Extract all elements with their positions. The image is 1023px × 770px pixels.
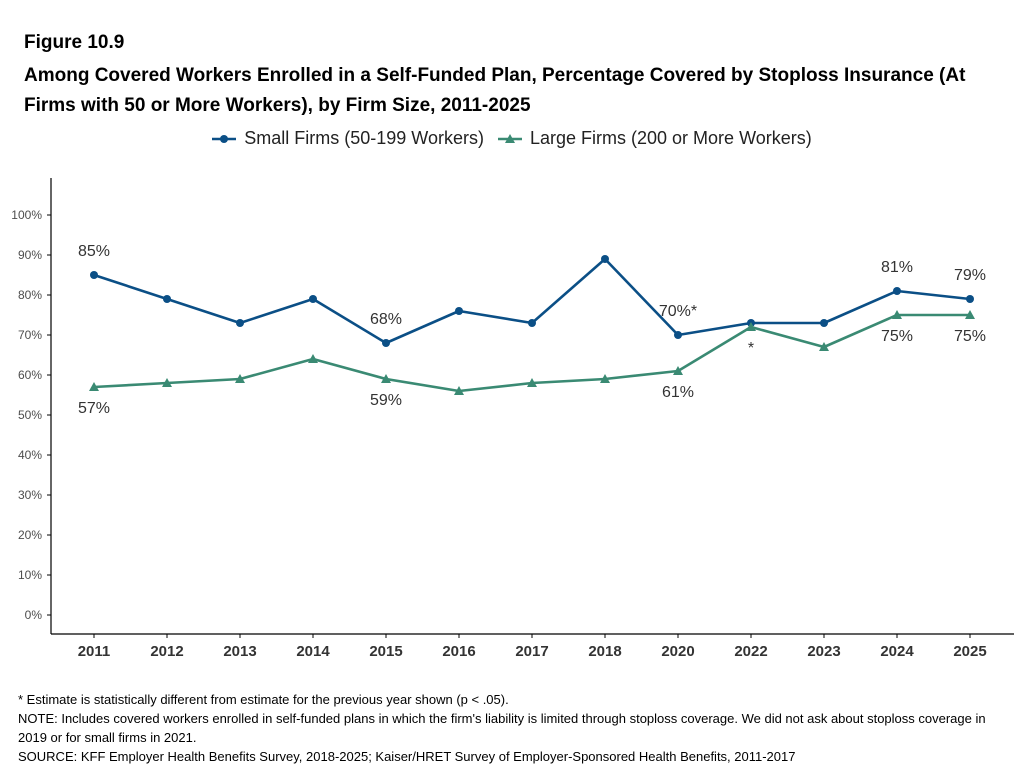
x-tick-label: 2015 — [369, 643, 402, 660]
x-tick-label: 2013 — [223, 643, 256, 660]
data-point — [90, 271, 98, 279]
data-label: 68% — [370, 311, 402, 328]
data-point — [893, 287, 901, 295]
data-point — [163, 295, 171, 303]
chart-title: Among Covered Workers Enrolled in a Self… — [24, 65, 966, 116]
legend-label-large-firms: Large Firms (200 or More Workers) — [530, 128, 812, 148]
data-label: 70%* — [659, 303, 697, 320]
data-point — [309, 295, 317, 303]
y-tick-label: 50% — [18, 408, 42, 422]
data-label: 81% — [881, 259, 913, 276]
data-label: 61% — [662, 384, 694, 401]
series-line-small-firms — [93, 257, 971, 345]
data-point — [600, 374, 610, 383]
chart-legend: Small Firms (50-199 Workers) Large Firms… — [0, 128, 1023, 151]
data-point — [819, 342, 829, 351]
data-point — [89, 382, 99, 391]
data-point — [674, 331, 682, 339]
x-tick-label: 2012 — [150, 643, 183, 660]
y-tick-label: 100% — [11, 208, 42, 222]
y-tick-label: 90% — [18, 248, 42, 262]
y-tick-label: 60% — [18, 368, 42, 382]
data-point — [235, 374, 245, 383]
data-point — [746, 322, 756, 331]
data-point — [381, 374, 391, 383]
y-tick-label: 20% — [18, 528, 42, 542]
data-point — [308, 354, 318, 363]
data-point — [820, 319, 828, 327]
figure-label: Figure 10.9 — [24, 32, 125, 53]
line-chart: 0% 10% 20% 30% 40% 50% 60% 70% 80% 90% 100% 2011 201… — [11, 178, 1014, 660]
data-point — [527, 378, 537, 387]
y-tick-label: 0% — [25, 608, 43, 622]
x-tick-label: 2011 — [78, 643, 111, 660]
y-tick-label: 30% — [18, 488, 42, 502]
x-tick-label: 2025 — [953, 643, 986, 660]
x-tick-label: 2017 — [515, 643, 548, 660]
legend-item-large-firms: Large Firms (200 or More Workers) — [497, 128, 812, 149]
legend-line-triangle-icon — [498, 133, 522, 143]
methodology-note: NOTE: Includes covered workers enrolled … — [18, 711, 986, 745]
data-point — [455, 307, 463, 315]
data-point — [382, 339, 390, 347]
data-label: * — [748, 340, 754, 357]
data-label: 85% — [78, 243, 110, 260]
y-tick-label: 80% — [18, 288, 42, 302]
data-point — [528, 319, 536, 327]
data-point — [236, 319, 244, 327]
x-tick-label: 2020 — [661, 643, 694, 660]
data-label: 79% — [954, 267, 986, 284]
legend-line-circle-icon — [212, 134, 237, 143]
data-point — [673, 366, 683, 375]
legend-label-small-firms: Small Firms (50-199 Workers) — [244, 128, 484, 148]
x-tick-label: 2016 — [442, 643, 475, 660]
data-point — [965, 310, 975, 319]
data-point — [454, 386, 464, 395]
data-point — [601, 255, 609, 263]
y-tick-label: 10% — [18, 568, 42, 582]
legend-item-small-firms: Small Firms (50-199 Workers) — [211, 128, 484, 149]
x-tick-label: 2018 — [588, 643, 621, 660]
x-tick-label: 2024 — [880, 643, 914, 660]
chart-notes: * Estimate is statistically different fr… — [18, 690, 1008, 766]
data-label: 75% — [881, 328, 913, 345]
y-tick-label: 40% — [18, 448, 42, 462]
data-label: 57% — [78, 400, 110, 417]
x-tick-label: 2023 — [807, 643, 840, 660]
data-point — [892, 310, 902, 319]
x-tick-label: 2022 — [734, 643, 767, 660]
y-tick-label: 70% — [18, 328, 42, 342]
x-tick-label: 2014 — [296, 643, 330, 660]
data-label: 75% — [954, 328, 986, 345]
significance-note: * Estimate is statistically different fr… — [18, 692, 509, 707]
data-point — [966, 295, 974, 303]
data-point — [162, 378, 172, 387]
source-note: SOURCE: KFF Employer Health Benefits Sur… — [18, 749, 796, 764]
data-label: 59% — [370, 392, 402, 409]
